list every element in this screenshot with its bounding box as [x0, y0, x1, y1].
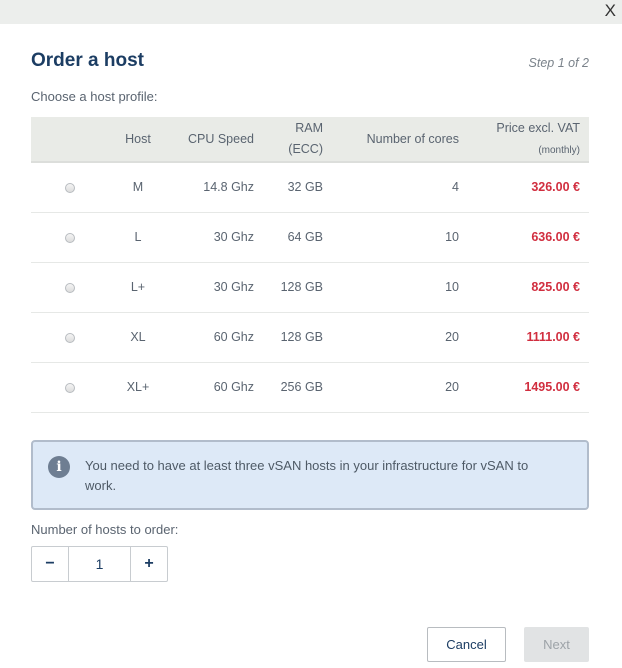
- cell-host: L+: [130, 280, 146, 294]
- host-radio[interactable]: [65, 182, 75, 193]
- quantity-label: Number of hosts to order:: [31, 522, 179, 537]
- info-icon: i: [48, 456, 70, 478]
- header-cores: Number of cores: [366, 131, 459, 146]
- cancel-button[interactable]: Cancel: [427, 627, 506, 662]
- cell-cpu: 60 Ghz: [213, 380, 254, 394]
- dialog-header-bar: X: [0, 0, 622, 24]
- increment-button[interactable]: +: [144, 555, 154, 572]
- cell-cpu: 14.8 Ghz: [203, 180, 254, 195]
- cell-price: 825.00 €: [531, 280, 580, 294]
- table-row[interactable]: XL+ 60 Ghz 256 GB 20 1495.00 €: [31, 362, 589, 412]
- cell-price: 636.00 €: [531, 230, 580, 244]
- quantity-input[interactable]: 1: [68, 547, 131, 581]
- step-indicator: Step 1 of 2: [528, 56, 589, 70]
- cell-cores: 10: [445, 230, 459, 244]
- cell-ram: 256 GB: [280, 380, 323, 394]
- close-icon[interactable]: X: [604, 1, 616, 20]
- quantity-stepper: − 1 +: [31, 546, 168, 582]
- cell-cpu: 30 Ghz: [213, 280, 254, 294]
- cell-ram: 128 GB: [280, 280, 323, 294]
- host-profile-label: Choose a host profile:: [31, 89, 158, 104]
- cell-cores: 20: [445, 330, 459, 344]
- host-radio[interactable]: [65, 332, 75, 343]
- table-header: Host CPU Speed RAM (ECC) Number of cores …: [31, 117, 589, 162]
- table-row[interactable]: M 14.8 Ghz 32 GB 4 326.00 €: [31, 162, 589, 212]
- decrement-button[interactable]: −: [45, 555, 55, 572]
- host-radio[interactable]: [65, 382, 75, 393]
- header-cpu: CPU Speed: [187, 131, 254, 146]
- table-row[interactable]: L 30 Ghz 64 GB 10 636.00 €: [31, 212, 589, 262]
- cell-price: 1495.00 €: [524, 380, 580, 394]
- cell-price: 326.00 €: [531, 180, 580, 195]
- host-profile-table: Host CPU Speed RAM (ECC) Number of cores …: [31, 117, 589, 413]
- table-row[interactable]: L+ 30 Ghz 128 GB 10 825.00 €: [31, 262, 589, 312]
- dialog-title: Order a host: [31, 50, 144, 71]
- cell-ram: 32 GB: [287, 180, 323, 195]
- cell-price: 1111.00 €: [526, 330, 580, 344]
- cell-ram: 64 GB: [287, 230, 323, 244]
- cell-host: L: [134, 230, 142, 244]
- info-alert: i You need to have at least three vSAN h…: [31, 440, 589, 510]
- cell-host: XL+: [126, 380, 150, 394]
- cell-host: XL: [130, 330, 146, 344]
- cell-cores: 10: [445, 280, 459, 294]
- table-row[interactable]: XL 60 Ghz 128 GB 20 1111.00 €: [31, 312, 589, 362]
- cell-cores: 20: [445, 380, 459, 394]
- info-text: You need to have at least three vSAN hos…: [85, 458, 529, 493]
- cell-host: M: [132, 180, 144, 195]
- cell-cpu: 60 Ghz: [213, 330, 254, 344]
- header-price: Price excl. VAT (monthly): [496, 120, 580, 156]
- host-radio[interactable]: [65, 282, 75, 293]
- header-ram: RAM (ECC): [288, 121, 323, 156]
- cell-cpu: 30 Ghz: [213, 230, 254, 244]
- cell-cores: 4: [452, 180, 459, 195]
- next-button[interactable]: Next: [524, 627, 589, 662]
- cell-ram: 128 GB: [280, 330, 323, 344]
- host-radio[interactable]: [65, 232, 75, 243]
- header-host: Host: [125, 131, 151, 146]
